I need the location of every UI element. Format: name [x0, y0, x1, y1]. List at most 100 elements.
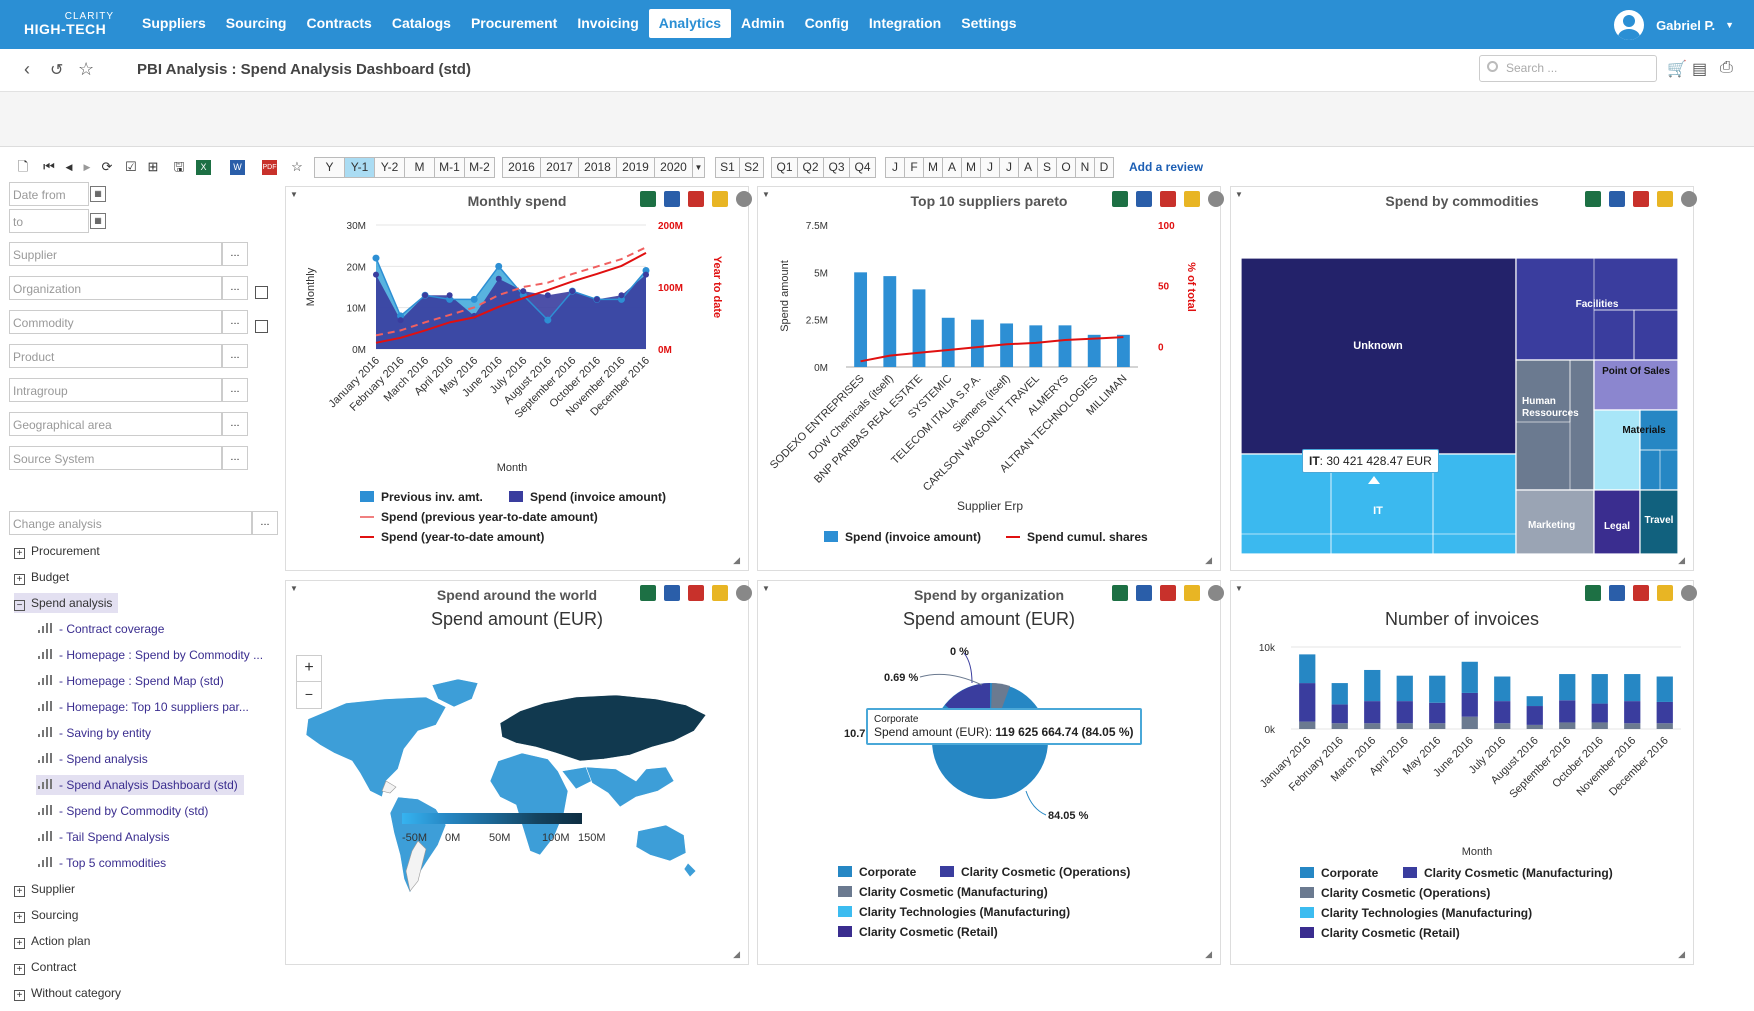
period-button[interactable]: A [1018, 157, 1038, 178]
resize-handle-icon[interactable]: ◢ [1205, 949, 1212, 959]
pdf-icon[interactable] [1160, 585, 1176, 601]
tree-folder[interactable]: + Without category [14, 983, 121, 1003]
period-button[interactable]: Q3 [823, 157, 850, 178]
menu-item-analytics[interactable]: Analytics [648, 9, 732, 38]
period-button[interactable]: J [885, 157, 905, 178]
period-button[interactable]: M-2 [464, 157, 495, 178]
avatar[interactable] [1614, 10, 1645, 40]
menu-item-catalogs[interactable]: Catalogs [391, 15, 451, 31]
menu-item-admin[interactable]: Admin [741, 15, 785, 31]
product-picker-button[interactable]: ... [222, 344, 248, 368]
period-button[interactable]: 2019 [616, 157, 655, 178]
legend-item[interactable]: Clarity Cosmetic (Manufacturing) [1403, 866, 1613, 880]
panel-menu-icon[interactable]: ▼ [762, 584, 770, 593]
period-button[interactable]: F [904, 157, 924, 178]
pdf-icon[interactable] [688, 585, 704, 601]
period-button[interactable]: N [1075, 157, 1095, 178]
document-list-icon[interactable]: ▤ [1692, 61, 1708, 78]
period-button[interactable]: Y [314, 157, 345, 178]
tree-report-item[interactable]: - Tail Spend Analysis [36, 827, 170, 847]
zoom-in-button[interactable]: + [297, 656, 321, 682]
legend-item[interactable]: Clarity Cosmetic (Retail) [838, 925, 998, 939]
tree-folder[interactable]: + Supplier [14, 879, 75, 899]
zoom-out-button[interactable]: − [304, 686, 314, 702]
change-analysis-input[interactable]: Change analysis [9, 511, 252, 535]
menu-item-invoicing[interactable]: Invoicing [577, 15, 639, 31]
print-icon[interactable]: ⎙ [1720, 59, 1733, 76]
word-icon[interactable] [664, 585, 680, 601]
period-button[interactable]: S2 [739, 157, 764, 178]
app-logo[interactable]: CLARITY HIGH-TECH [24, 10, 114, 40]
panel-menu-icon[interactable]: ▼ [762, 190, 770, 199]
period-button[interactable]: A [942, 157, 962, 178]
expand-icon[interactable]: + [14, 990, 25, 1001]
commodity-input[interactable]: Commodity [9, 310, 222, 334]
period-button[interactable]: 2017 [540, 157, 579, 178]
calendar-icon[interactable]: ▦ [90, 186, 106, 202]
period-button[interactable]: Y-1 [344, 157, 375, 178]
tree-folder[interactable]: + Budget [14, 567, 69, 587]
star-icon[interactable]: ☆ [78, 59, 95, 79]
legend-item[interactable]: Spend (invoice amount) [824, 530, 981, 544]
period-button[interactable]: M [404, 157, 435, 178]
period-button[interactable]: M [923, 157, 943, 178]
change-analysis-picker-button[interactable]: ... [252, 511, 278, 535]
legend-item[interactable]: Clarity Cosmetic (Operations) [1300, 886, 1490, 900]
cube-icon[interactable] [712, 191, 728, 207]
tree-report-item[interactable]: - Spend Analysis Dashboard (std) [36, 775, 244, 795]
legend-item[interactable]: Corporate [1300, 866, 1378, 880]
cube-icon[interactable] [1657, 191, 1673, 207]
period-button[interactable]: 2018 [578, 157, 617, 178]
tree-report-item[interactable]: - Homepage : Spend by Commodity ... [36, 645, 263, 665]
add-window-icon[interactable]: ⊞ [147, 159, 159, 174]
period-button[interactable]: 2016 [502, 157, 541, 178]
gear-icon[interactable] [1681, 585, 1697, 601]
gear-icon[interactable] [736, 191, 752, 207]
first-icon[interactable]: ⏮ [43, 159, 55, 174]
product-input[interactable]: Product [9, 344, 222, 368]
menu-item-settings[interactable]: Settings [961, 15, 1017, 31]
resize-handle-icon[interactable]: ◢ [1205, 555, 1212, 565]
period-button[interactable]: M-1 [434, 157, 465, 178]
new-document-icon[interactable]: 🗋 [17, 159, 29, 174]
date-to-input[interactable]: to [9, 209, 89, 233]
legend-item[interactable]: Clarity Technologies (Manufacturing) [838, 905, 1070, 919]
cube-icon[interactable] [1184, 585, 1200, 601]
word-icon[interactable] [1136, 585, 1152, 601]
menu-item-suppliers[interactable]: Suppliers [142, 15, 206, 31]
resize-handle-icon[interactable]: ◢ [1678, 949, 1685, 959]
word-icon[interactable] [1136, 191, 1152, 207]
legend-item[interactable]: Clarity Technologies (Manufacturing) [1300, 906, 1532, 920]
excel-icon[interactable] [1585, 585, 1601, 601]
excel-icon[interactable]: X [196, 160, 211, 175]
user-name[interactable]: Gabriel P. [1656, 17, 1716, 33]
gear-icon[interactable] [736, 585, 752, 601]
calendar-icon[interactable]: ▦ [90, 213, 106, 229]
excel-icon[interactable] [1112, 585, 1128, 601]
tree-folder[interactable]: + Action plan [14, 931, 90, 951]
legend-item[interactable]: Previous inv. amt. [360, 490, 483, 504]
word-icon[interactable]: W [230, 160, 245, 175]
collapse-icon[interactable]: − [14, 600, 25, 611]
panel-menu-icon[interactable]: ▼ [1235, 584, 1243, 593]
gear-icon[interactable] [1681, 191, 1697, 207]
date-from-input[interactable]: Date from [9, 182, 89, 206]
favorite-icon[interactable]: ☆ [291, 159, 303, 174]
period-button[interactable]: O [1056, 157, 1076, 178]
back-icon[interactable]: ‹ [24, 59, 30, 79]
tree-report-item[interactable]: - Saving by entity [36, 723, 151, 743]
legend-item[interactable]: Clarity Cosmetic (Manufacturing) [838, 885, 1048, 899]
expand-icon[interactable]: + [14, 938, 25, 949]
menu-item-config[interactable]: Config [804, 15, 849, 31]
resize-handle-icon[interactable]: ◢ [733, 949, 740, 959]
expand-icon[interactable]: + [14, 548, 25, 559]
next-icon[interactable]: ▶ [83, 162, 91, 172]
tree-folder[interactable]: + Procurement [14, 541, 100, 561]
menu-item-sourcing[interactable]: Sourcing [225, 15, 287, 31]
period-button[interactable]: D [1094, 157, 1114, 178]
legend-item[interactable]: Corporate [838, 865, 916, 879]
word-icon[interactable] [1609, 585, 1625, 601]
organization-picker-button[interactable]: ... [222, 276, 248, 300]
previous-icon[interactable]: ◀ [65, 162, 73, 172]
menu-item-procurement[interactable]: Procurement [470, 15, 558, 31]
